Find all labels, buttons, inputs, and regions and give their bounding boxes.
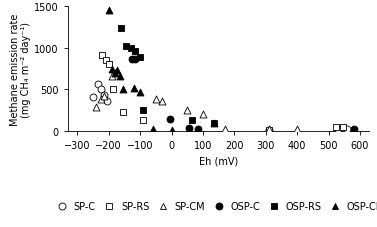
Point	[116, 75, 123, 79]
Y-axis label: Methane emission rate
(mg CH₄ m⁻² day⁻¹): Methane emission rate (mg CH₄ m⁻² day⁻¹)	[10, 13, 31, 125]
Point	[211, 121, 217, 125]
Point	[120, 111, 126, 114]
Point	[132, 50, 138, 54]
Point	[131, 87, 137, 91]
Point	[101, 95, 107, 99]
Point	[140, 118, 146, 122]
Point	[98, 87, 104, 91]
Point	[123, 45, 129, 49]
Point	[294, 128, 300, 131]
Point	[169, 128, 175, 132]
Point	[159, 100, 165, 104]
Point	[266, 127, 272, 131]
Point	[100, 54, 106, 58]
Point	[335, 127, 341, 131]
Point	[129, 57, 135, 61]
Legend: SP-C, SP-RS, SP-CM, OSP-C, OSP-RS, OSP-CM: SP-C, SP-RS, SP-CM, OSP-C, OSP-RS, OSP-C…	[52, 201, 377, 211]
Point	[109, 67, 115, 71]
Point	[128, 47, 134, 51]
Point	[95, 82, 101, 86]
Point	[345, 127, 351, 131]
Point	[103, 59, 109, 63]
Point	[333, 126, 339, 130]
Point	[106, 62, 112, 66]
Point	[101, 94, 107, 98]
Point	[186, 126, 192, 130]
Point	[120, 88, 126, 92]
Point	[98, 97, 104, 101]
Point	[137, 91, 143, 95]
X-axis label: Eh (mV): Eh (mV)	[199, 156, 238, 166]
Point	[90, 96, 96, 99]
Point	[113, 69, 120, 73]
Point	[106, 9, 112, 13]
Point	[266, 128, 272, 132]
Point	[266, 128, 272, 132]
Point	[150, 128, 156, 131]
Point	[137, 56, 143, 59]
Point	[189, 119, 195, 123]
Point	[118, 27, 124, 30]
Point	[132, 58, 138, 62]
Point	[110, 87, 116, 91]
Point	[211, 121, 217, 125]
Point	[140, 109, 146, 112]
Point	[351, 128, 357, 131]
Point	[104, 100, 110, 104]
Point	[195, 127, 201, 131]
Point	[167, 118, 173, 121]
Point	[200, 112, 206, 116]
Point	[153, 98, 159, 102]
Point	[112, 72, 118, 75]
Point	[222, 127, 228, 131]
Point	[109, 75, 115, 79]
Point	[340, 126, 346, 130]
Point	[184, 109, 190, 113]
Point	[93, 106, 99, 109]
